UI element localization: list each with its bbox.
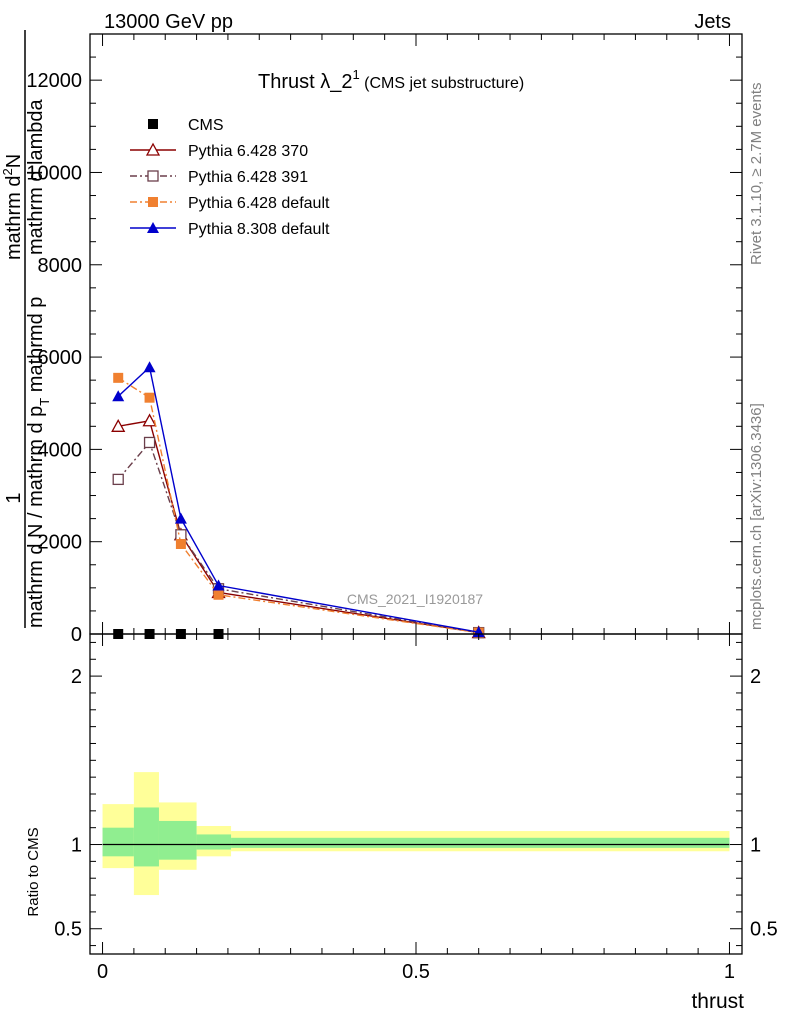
ratio-ytick-label-right: 1 <box>750 835 761 857</box>
main-ylabel: mathrm d2N 1 mathrm d N / mathrm d pT ma… <box>0 30 52 628</box>
chart-title-sup: 1 <box>352 67 359 82</box>
legend-marker-1 <box>145 142 161 156</box>
legend-marker-3 <box>148 197 158 207</box>
chart-title-main: Thrust λ_2 <box>258 71 352 93</box>
chart-title-small: (CMS jet substructure) <box>360 75 524 92</box>
series-point-1 <box>142 413 157 427</box>
ylabel-trailing: mathrm d lambda <box>25 99 47 255</box>
chart-title: Thrust λ_21 (CMS jet substructure) <box>258 67 524 93</box>
ratio-band-green-3 <box>196 834 232 850</box>
main-ytick-label: 4000 <box>38 439 83 461</box>
main-ytick-label: 10000 <box>26 162 82 184</box>
series-point-3 <box>144 392 155 403</box>
ratio-ytick-label-right: 0.5 <box>750 919 778 941</box>
watermark: CMS_2021_I1920187 <box>347 591 483 607</box>
ratio-ytick-label: 0.5 <box>54 919 82 941</box>
header-right: Jets <box>694 11 731 33</box>
main-ytick-label: 12000 <box>26 70 82 92</box>
series-point-4 <box>174 512 187 524</box>
x-tick-label: 0.5 <box>402 961 430 983</box>
main-ytick-label: 2000 <box>38 532 83 554</box>
ratio-ytick-label: 2 <box>71 666 82 688</box>
series-point-4 <box>143 361 156 373</box>
ratio-band-green-0 <box>102 827 134 857</box>
main-panel: 0 2000 4000 6000 8000 10000 12000 <box>26 33 743 646</box>
rivet-label: Rivet 3.1.10, ≥ 2.7M events <box>748 83 765 266</box>
series-point-3 <box>213 589 224 600</box>
main-ytick-label: 0 <box>71 624 82 646</box>
legend: CMS Pythia 6.428 370 Pythia 6.428 391 Pythi… <box>130 117 330 238</box>
series-point-4 <box>112 390 125 402</box>
legend-label-4: Pythia 8.308 default <box>188 221 330 238</box>
legend-label-2: Pythia 6.428 391 <box>188 169 308 186</box>
ratio-frame <box>89 633 743 955</box>
x-tick-label: 1 <box>724 961 735 983</box>
legend-label-1: Pythia 6.428 370 <box>188 143 308 160</box>
ratio-ytick-label-right: 2 <box>750 666 761 688</box>
ratio-band-green-1 <box>133 807 159 867</box>
legend-label-3: Pythia 6.428 default <box>188 195 330 212</box>
legend-marker-4 <box>147 222 159 233</box>
legend-marker-2 <box>147 170 159 182</box>
legend-label-0: CMS <box>188 117 224 134</box>
main-ytick-label: 8000 <box>38 255 83 277</box>
series-point-1 <box>111 418 126 432</box>
series-point-3 <box>175 539 186 549</box>
series-point-3 <box>113 372 124 383</box>
series-point-4 <box>212 579 225 591</box>
series-point-2 <box>175 529 187 541</box>
ratio-band-green-4 <box>231 837 730 848</box>
ylabel-numerator: mathrm d2N <box>0 154 25 260</box>
series-point-2 <box>112 473 124 486</box>
ratio-ytick-label: 1 <box>71 835 82 857</box>
ratio-panel: 0 0.5 1 0.5 0.5 1 1 2 2 <box>54 633 778 983</box>
ratio-ylabel: Ratio to CMS <box>25 827 42 916</box>
ratio-band-green-2 <box>158 820 197 860</box>
series-point-2 <box>143 436 156 449</box>
main-ytick-label: 6000 <box>38 347 83 369</box>
x-axis-label: thrust <box>691 990 744 1013</box>
ylabel-denominator: mathrm d N / mathrm d pT mathrmd p <box>25 297 52 628</box>
ylabel-prefix: 1 <box>3 492 25 503</box>
mcplots-label: mcplots.cern.ch [arXiv:1306.3436] <box>748 403 765 630</box>
header-left: 13000 GeV pp <box>104 11 233 33</box>
legend-marker-0 <box>148 119 158 129</box>
x-tick-label: 0 <box>97 961 108 983</box>
